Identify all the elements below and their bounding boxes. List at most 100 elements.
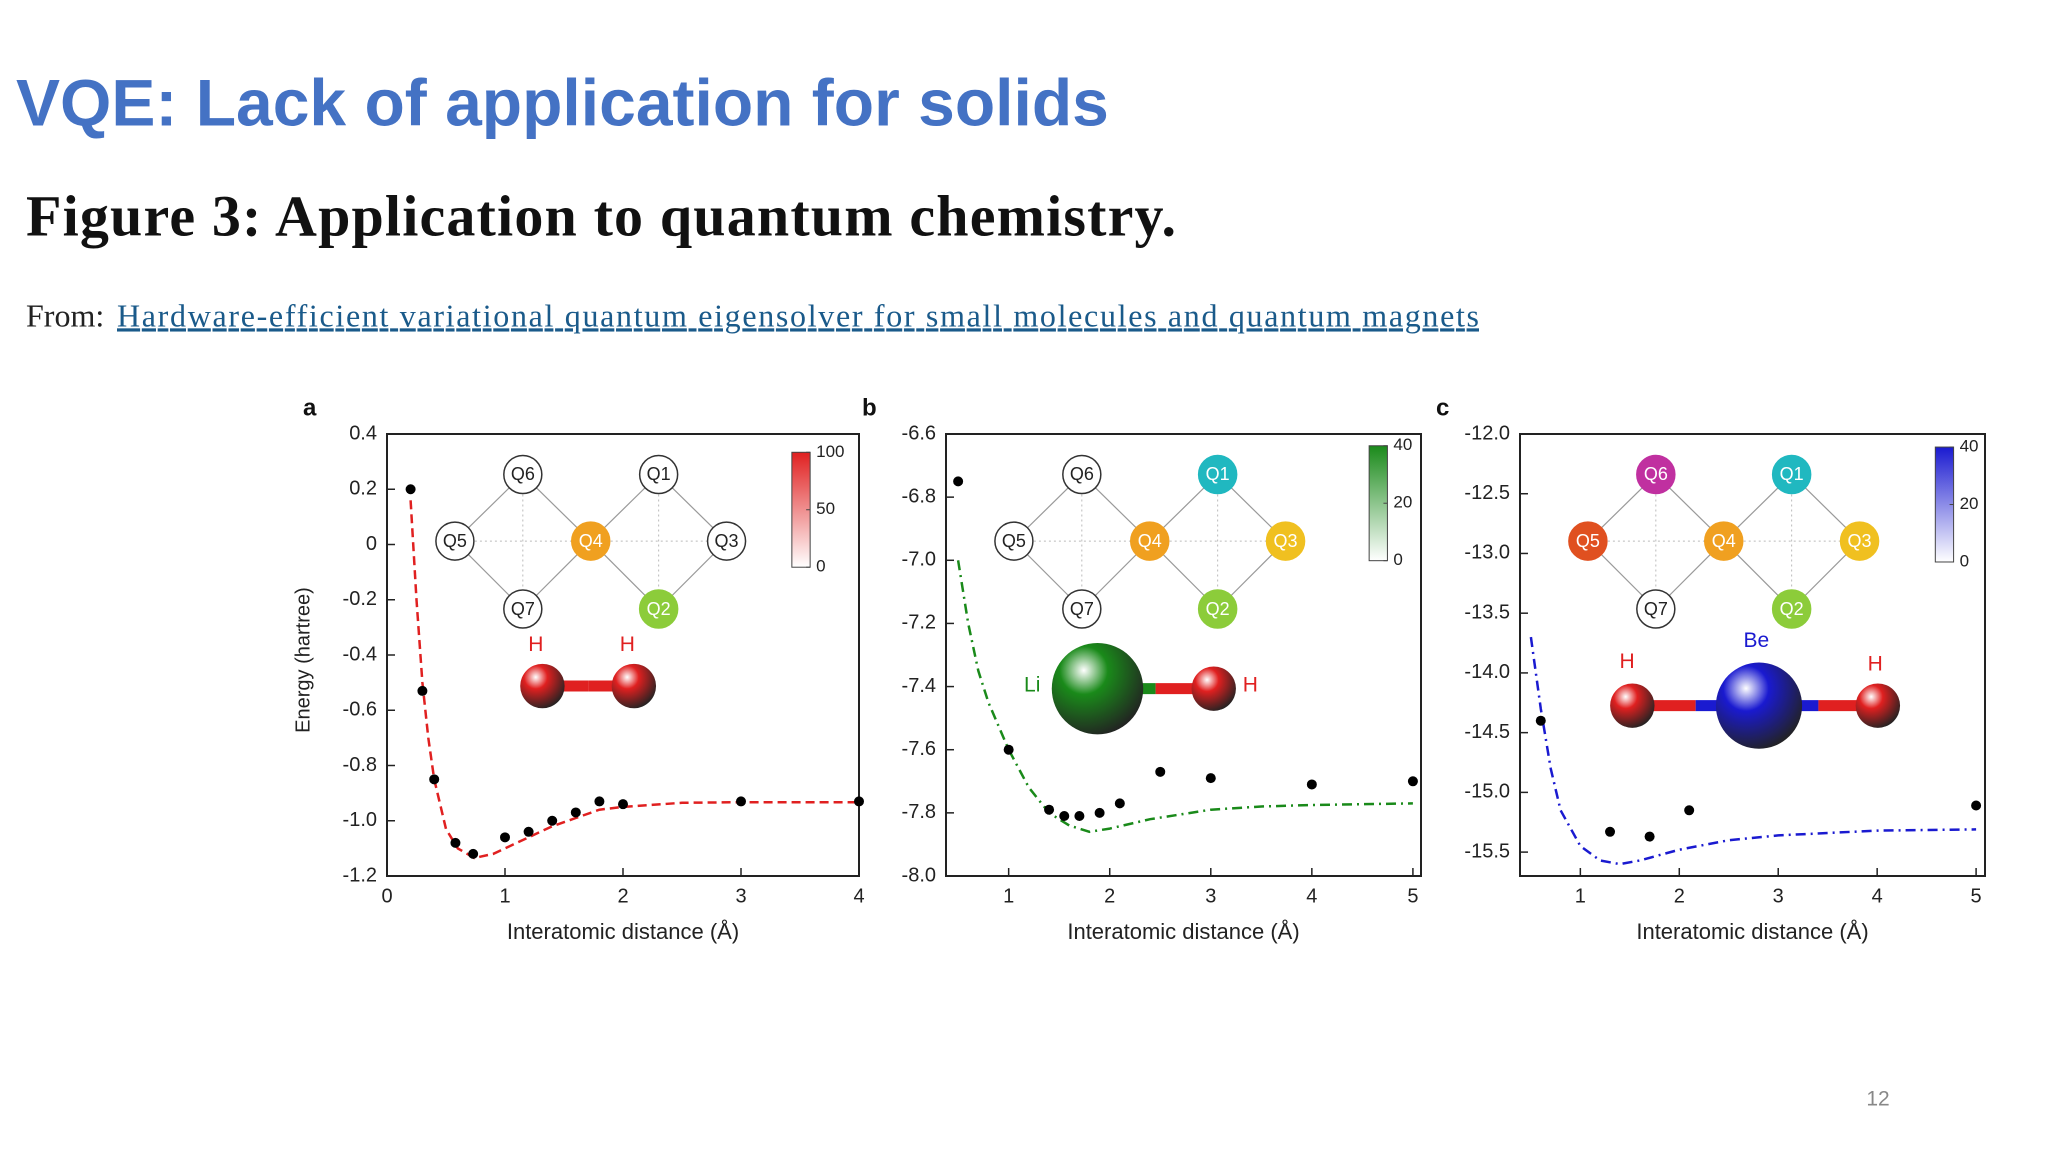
panel-letter: b [862,394,877,421]
y-tick-label: -7.4 [902,675,936,697]
data-point [1114,798,1125,809]
qubit [994,521,1034,561]
qubit [1568,521,1608,561]
colorbar-tick-label: 20 [1393,493,1412,512]
data-point [594,796,605,807]
data-point [618,799,628,810]
atom-label: H [1868,653,1883,676]
qubit [1636,589,1676,629]
x-tick-label: 1 [1575,885,1586,907]
y-tick-label: -13.0 [1464,542,1510,564]
qubit-label: Q1 [1780,464,1804,484]
qubit-label: Q3 [1274,531,1298,551]
x-axis-label: Interatomic distance (Å) [1636,919,1868,944]
x-tick-label: 2 [1104,885,1115,907]
x-tick-label: 2 [617,885,628,907]
y-tick-label: -6.6 [902,422,936,444]
x-axis-label: Interatomic distance (Å) [507,919,739,944]
qubit [570,521,611,561]
qubit-label: Q6 [511,464,535,484]
qubit [1771,589,1812,629]
y-tick-label: -15.0 [1464,781,1510,803]
qubit [1839,521,1880,561]
qubit [638,589,679,629]
colorbar-tick-label: 50 [816,499,835,518]
panel-letter: a [303,394,317,421]
y-tick-label: -12.0 [1464,422,1510,444]
qubit [1197,589,1238,629]
y-tick-label: 0 [366,533,377,555]
colorbar-tick-label: 0 [816,557,825,576]
data-point [547,815,558,826]
y-tick-label: -14.5 [1464,721,1510,743]
x-tick-label: 3 [1773,885,1784,907]
atom [1715,662,1803,749]
plot-frame [1519,433,1986,877]
source-prefix: From: [26,297,104,333]
qubit-label: Q7 [1644,599,1668,619]
atom [1191,666,1236,711]
data-point [854,796,864,807]
x-tick-label: 1 [1003,885,1014,907]
qubit [435,521,475,561]
qubit-label: Q3 [715,531,739,551]
data-point [450,837,461,848]
qubit [1197,454,1238,495]
qubit [638,454,679,495]
qubit-label: Q5 [443,531,467,551]
x-tick-label: 3 [735,885,746,907]
qubit [1771,454,1812,495]
x-tick-label: 4 [1306,885,1317,907]
y-tick-label: -1.0 [343,809,377,831]
slide-title: VQE: Lack of application for solids [16,65,1109,139]
x-tick-label: 4 [1872,885,1883,907]
data-point [429,774,440,785]
data-point [1003,744,1014,755]
atom [1855,683,1901,728]
data-point [1155,766,1166,777]
data-point [1407,776,1418,787]
y-tick-label: -0.4 [343,643,377,665]
qubit-label: Q5 [1002,531,1026,551]
data-point [1644,831,1655,842]
y-tick-label: -13.5 [1464,601,1510,623]
qubit-label: Q1 [1206,464,1230,484]
y-tick-label: -7.0 [902,549,936,571]
colorbar [1368,445,1388,562]
y-tick-label: -0.6 [343,699,377,721]
exact-curve [1529,636,1977,866]
qubit-label: Q2 [1780,599,1804,619]
qubit [706,521,747,561]
atom-label: Li [1024,674,1040,697]
qubit-label: Q4 [1138,531,1162,551]
data-point [1205,773,1216,784]
atom [1051,642,1144,735]
y-tick-label: -0.2 [343,588,377,610]
exact-curve [409,500,859,860]
y-tick-label: -7.6 [902,738,936,760]
y-tick-label: -0.8 [343,754,377,776]
qubit-label: Q2 [647,599,671,619]
qubit [1265,521,1306,561]
x-tick-label: 5 [1971,885,1982,907]
plot-frame [945,433,1422,877]
panel: a 0 1 2 3 4 -1.2 -1.0 -0.8 -0.6 -0.4 -0.2 0 0.2 0.4 Int… [292,394,864,943]
panel-letter: c [1436,394,1449,421]
y-tick-label: -8.0 [902,864,936,886]
y-tick-label: -1.2 [343,864,377,886]
qubit-label: Q7 [1070,599,1094,619]
x-tick-label: 2 [1674,885,1685,907]
data-point [1684,805,1695,816]
atom-label: H [528,633,543,656]
data-point [1605,826,1616,837]
y-axis-label: Energy (hartree) [292,587,314,733]
qubit [1703,521,1744,561]
data-point [405,484,416,495]
qubit [1062,589,1102,629]
source-link[interactable]: Hardware-efficient variational quantum e… [117,297,1479,333]
x-tick-label: 4 [853,885,864,907]
figure-title: Figure 3: Application to quantum chemist… [26,183,1176,248]
qubit-label: Q1 [647,464,671,484]
